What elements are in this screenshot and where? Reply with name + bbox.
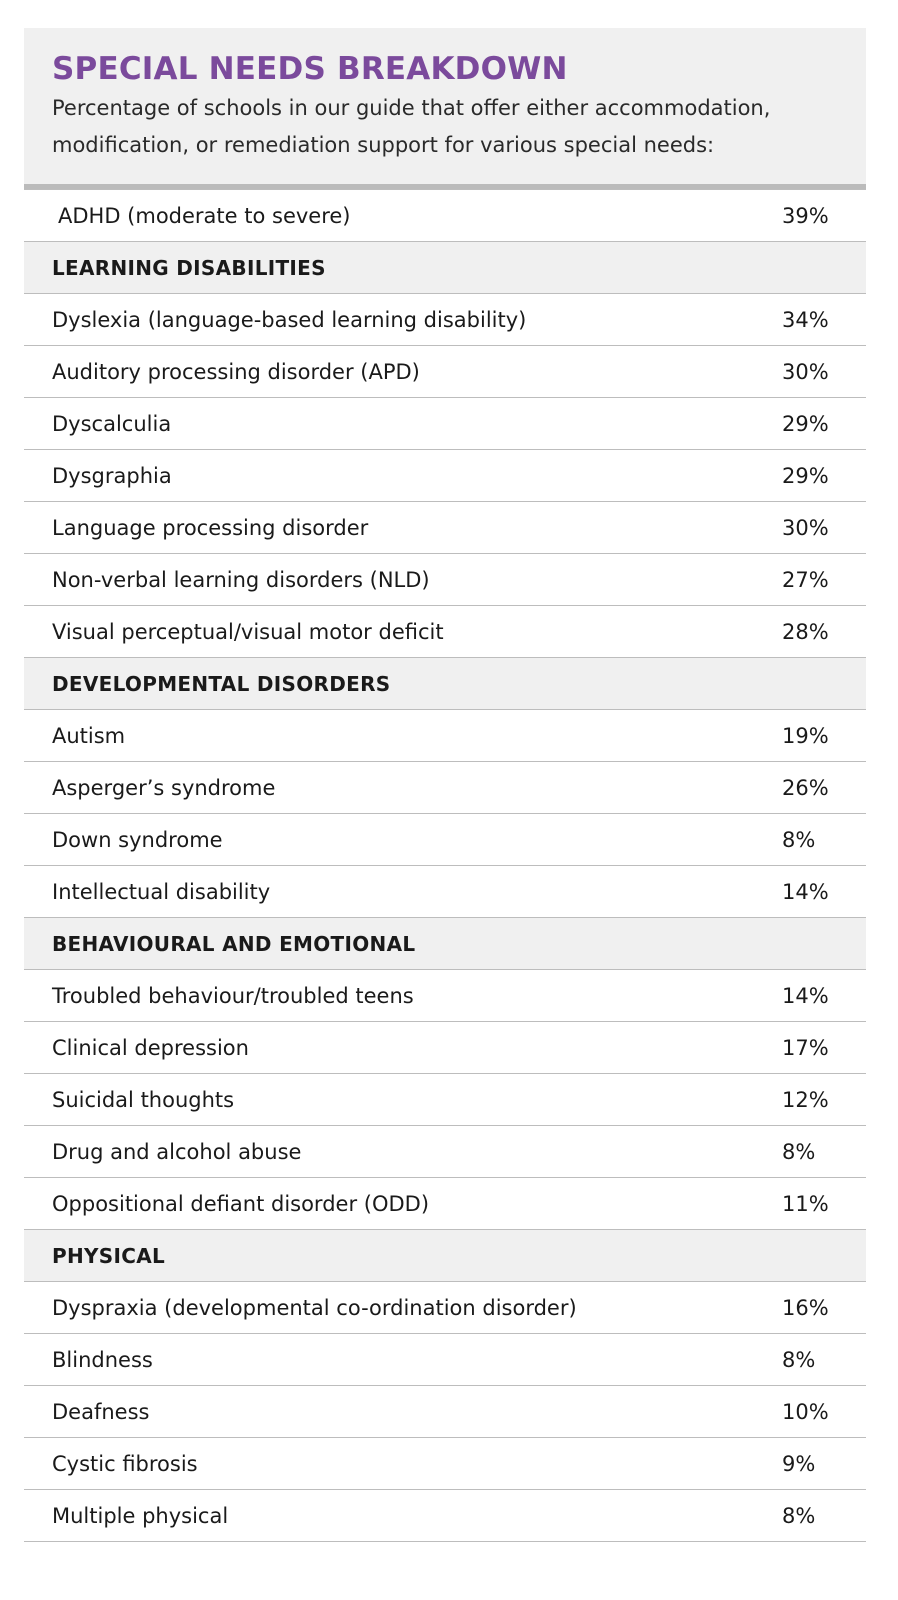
row-percentage: 8% bbox=[782, 1347, 816, 1372]
table-row: Drug and alcohol abuse 8% bbox=[24, 1126, 866, 1178]
row-percentage: 19% bbox=[782, 723, 829, 748]
row-label: Autism bbox=[52, 723, 126, 748]
row-label: Intellectual disability bbox=[52, 879, 271, 904]
row-percentage: 8% bbox=[782, 827, 816, 852]
row-percentage: 10% bbox=[782, 1399, 829, 1424]
row-percentage: 14% bbox=[782, 983, 829, 1008]
row-percentage: 30% bbox=[782, 359, 829, 384]
section-title: BEHAVIOURAL AND EMOTIONAL bbox=[52, 931, 416, 956]
section-header-row: BEHAVIOURAL AND EMOTIONAL bbox=[24, 918, 866, 970]
row-percentage: 8% bbox=[782, 1139, 816, 1164]
row-percentage: 27% bbox=[782, 567, 829, 592]
table-row: Cystic fibrosis 9% bbox=[24, 1438, 866, 1490]
table-row: Dyslexia (language-based learning disabi… bbox=[24, 294, 866, 346]
row-label: Auditory processing disorder (APD) bbox=[52, 359, 420, 384]
table-row: Autism 19% bbox=[24, 710, 866, 762]
row-percentage: 34% bbox=[782, 307, 829, 332]
table-row: Non-verbal learning disorders (NLD) 27% bbox=[24, 554, 866, 606]
table-row: Auditory processing disorder (APD) 30% bbox=[24, 346, 866, 398]
table-row: Dysgraphia 29% bbox=[24, 450, 866, 502]
table-row: Asperger’s syndrome 26% bbox=[24, 762, 866, 814]
row-percentage: 14% bbox=[782, 879, 829, 904]
row-label: Dyspraxia (developmental co-ordination d… bbox=[52, 1295, 577, 1320]
table-row: ADHD (moderate to severe) 39% bbox=[24, 190, 866, 242]
row-label: Suicidal thoughts bbox=[52, 1087, 235, 1112]
row-label: Non-verbal learning disorders (NLD) bbox=[52, 567, 430, 592]
table-row: Intellectual disability 14% bbox=[24, 866, 866, 918]
row-label: Clinical depression bbox=[52, 1035, 249, 1060]
row-label: Multiple physical bbox=[52, 1503, 229, 1528]
table-row: Clinical depression 17% bbox=[24, 1022, 866, 1074]
row-label: ADHD (moderate to severe) bbox=[58, 203, 351, 228]
row-label: Troubled behaviour/troubled teens bbox=[52, 983, 414, 1008]
card-header: SPECIAL NEEDS BREAKDOWN Percentage of sc… bbox=[24, 28, 866, 189]
row-label: Dyslexia (language-based learning disabi… bbox=[52, 307, 527, 332]
row-label: Deafness bbox=[52, 1399, 150, 1424]
row-percentage: 26% bbox=[782, 775, 829, 800]
row-percentage: 11% bbox=[782, 1191, 829, 1216]
row-label: Down syndrome bbox=[52, 827, 223, 852]
row-percentage: 8% bbox=[782, 1503, 816, 1528]
row-label: Oppositional defiant disorder (ODD) bbox=[52, 1191, 430, 1216]
row-label: Dysgraphia bbox=[52, 463, 172, 488]
row-percentage: 12% bbox=[782, 1087, 829, 1112]
row-label: Blindness bbox=[52, 1347, 153, 1372]
special-needs-card: SPECIAL NEEDS BREAKDOWN Percentage of sc… bbox=[24, 28, 866, 1542]
row-label: Dyscalculia bbox=[52, 411, 172, 436]
row-label: Cystic fibrosis bbox=[52, 1451, 198, 1476]
row-percentage: 17% bbox=[782, 1035, 829, 1060]
table-row: Oppositional defiant disorder (ODD) 11% bbox=[24, 1178, 866, 1230]
row-percentage: 9% bbox=[782, 1451, 816, 1476]
table-row: Down syndrome 8% bbox=[24, 814, 866, 866]
subtitle: Percentage of schools in our guide that … bbox=[52, 90, 838, 164]
section-header-row: DEVELOPMENTAL DISORDERS bbox=[24, 658, 866, 710]
row-percentage: 30% bbox=[782, 515, 829, 540]
row-label: Drug and alcohol abuse bbox=[52, 1139, 302, 1164]
row-label: Asperger’s syndrome bbox=[52, 775, 276, 800]
section-header-row: PHYSICAL bbox=[24, 1230, 866, 1282]
table-row: Suicidal thoughts 12% bbox=[24, 1074, 866, 1126]
table-row: Multiple physical 8% bbox=[24, 1490, 866, 1542]
row-percentage: 29% bbox=[782, 411, 829, 436]
table-row: Dyspraxia (developmental co-ordination d… bbox=[24, 1282, 866, 1334]
section-title: DEVELOPMENTAL DISORDERS bbox=[52, 671, 391, 696]
needs-table: ADHD (moderate to severe) 39% LEARNING DIS… bbox=[24, 189, 866, 1542]
subtitle-line-2: modification, or remediation support for… bbox=[52, 133, 715, 157]
table-row: Blindness 8% bbox=[24, 1334, 866, 1386]
table-row: Deafness 10% bbox=[24, 1386, 866, 1438]
row-percentage: 39% bbox=[782, 203, 829, 228]
row-percentage: 16% bbox=[782, 1295, 829, 1320]
table-row: Troubled behaviour/troubled teens 14% bbox=[24, 970, 866, 1022]
row-label: Visual perceptual/visual motor deficit bbox=[52, 619, 444, 644]
subtitle-line-1: Percentage of schools in our guide that … bbox=[52, 96, 771, 120]
row-label: Language processing disorder bbox=[52, 515, 369, 540]
row-percentage: 29% bbox=[782, 463, 829, 488]
section-title: LEARNING DISABILITIES bbox=[52, 255, 326, 280]
section-header-row: LEARNING DISABILITIES bbox=[24, 242, 866, 294]
table-row: Dyscalculia 29% bbox=[24, 398, 866, 450]
table-row: Language processing disorder 30% bbox=[24, 502, 866, 554]
section-title: PHYSICAL bbox=[52, 1243, 166, 1268]
row-percentage: 28% bbox=[782, 619, 829, 644]
page-title: SPECIAL NEEDS BREAKDOWN bbox=[52, 51, 568, 87]
table-row: Visual perceptual/visual motor deficit 28… bbox=[24, 606, 866, 658]
